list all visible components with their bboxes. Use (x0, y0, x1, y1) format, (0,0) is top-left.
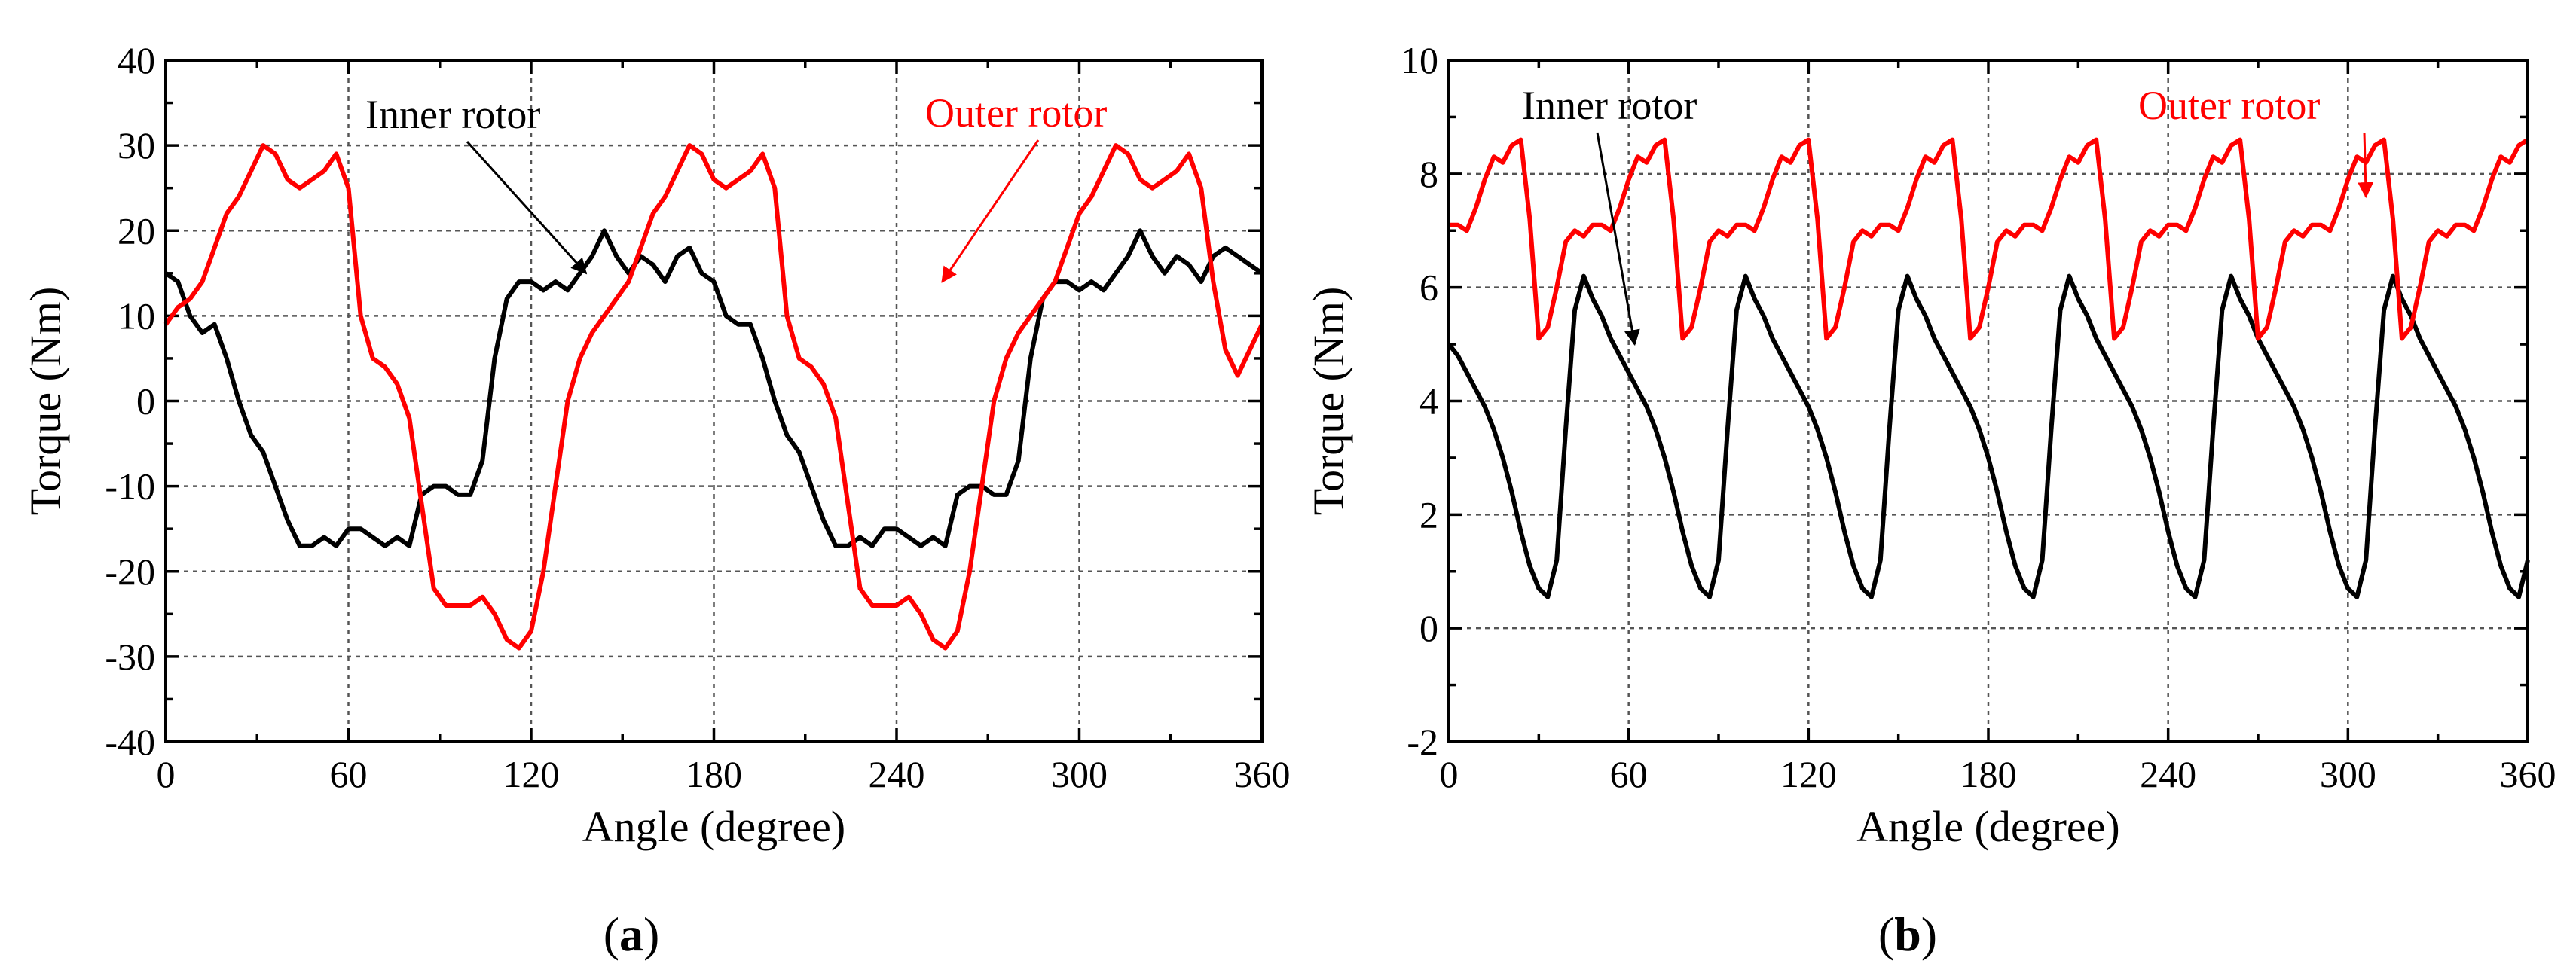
annotation-inner-rotor: Inner rotor (365, 92, 540, 137)
series-line-outer-rotor (163, 143, 1264, 651)
x-tick-label: 180 (1960, 753, 2017, 795)
series-line-outer-rotor (1449, 137, 2529, 341)
y-tick-label: 30 (118, 124, 155, 166)
y-tick-label: 8 (1419, 153, 1438, 195)
y-tick-label: -10 (105, 465, 155, 508)
x-tick-label: 60 (1610, 753, 1648, 795)
plot-frame (164, 59, 1264, 743)
x-tick-label: 0 (1440, 753, 1459, 795)
panel-caption: (b) (1878, 907, 1937, 961)
annotation-outer-rotor: Outer rotor (925, 90, 1107, 136)
annotation-outer-rotor: Outer rotor (2138, 83, 2320, 128)
x-tick-label: 120 (503, 753, 560, 795)
y-tick-label: 10 (1401, 39, 1438, 81)
annotation-arrow (941, 139, 1040, 283)
x-tick-label: 0 (157, 753, 176, 795)
y-axis-label: Torque (Nm) (1304, 287, 1353, 516)
x-tick-label: 360 (2500, 753, 2556, 795)
series-line-inner-rotor (164, 228, 1264, 548)
annotation-arrow (466, 140, 588, 275)
chart-a: 0 60 120 180 240 300 360 -40 -30 -20 -10 0 10 20 30 40 A… (21, 39, 1291, 961)
y-tick-label: 40 (118, 39, 155, 81)
annotation-inner-rotor: Inner rotor (1522, 83, 1697, 128)
y-tick-label: 2 (1419, 493, 1438, 535)
x-axis-label: Angle (degree) (582, 802, 845, 851)
x-tick-label: 300 (2320, 753, 2376, 795)
y-tick-label: -40 (105, 721, 155, 763)
x-tick-label: 240 (869, 753, 925, 795)
plot-frame (1447, 59, 2529, 743)
y-tick-label: -20 (105, 551, 155, 593)
y-tick-label: 0 (136, 380, 155, 422)
y-axis-label: Torque (Nm) (21, 287, 70, 516)
x-tick-label: 360 (1234, 753, 1291, 795)
x-tick-label: 60 (330, 753, 368, 795)
annotation-arrow (1596, 132, 1640, 346)
x-tick-label: 300 (1051, 753, 1108, 795)
x-tick-label: 180 (686, 753, 742, 795)
y-tick-label: 10 (118, 294, 155, 337)
x-tick-label: 120 (1780, 753, 1837, 795)
y-tick-label: 6 (1419, 267, 1438, 309)
y-tick-label: 0 (1419, 607, 1438, 649)
series-line-inner-rotor (1447, 273, 2530, 599)
x-axis-label: Angle (degree) (1856, 802, 2119, 851)
y-tick-label: 4 (1419, 380, 1438, 422)
panel-caption: (a) (604, 907, 660, 961)
annotation-arrow (2358, 132, 2374, 199)
y-tick-label: -30 (105, 636, 155, 678)
x-tick-label: 240 (2140, 753, 2196, 795)
y-tick-label: 20 (118, 209, 155, 252)
y-tick-label: -2 (1407, 721, 1438, 763)
